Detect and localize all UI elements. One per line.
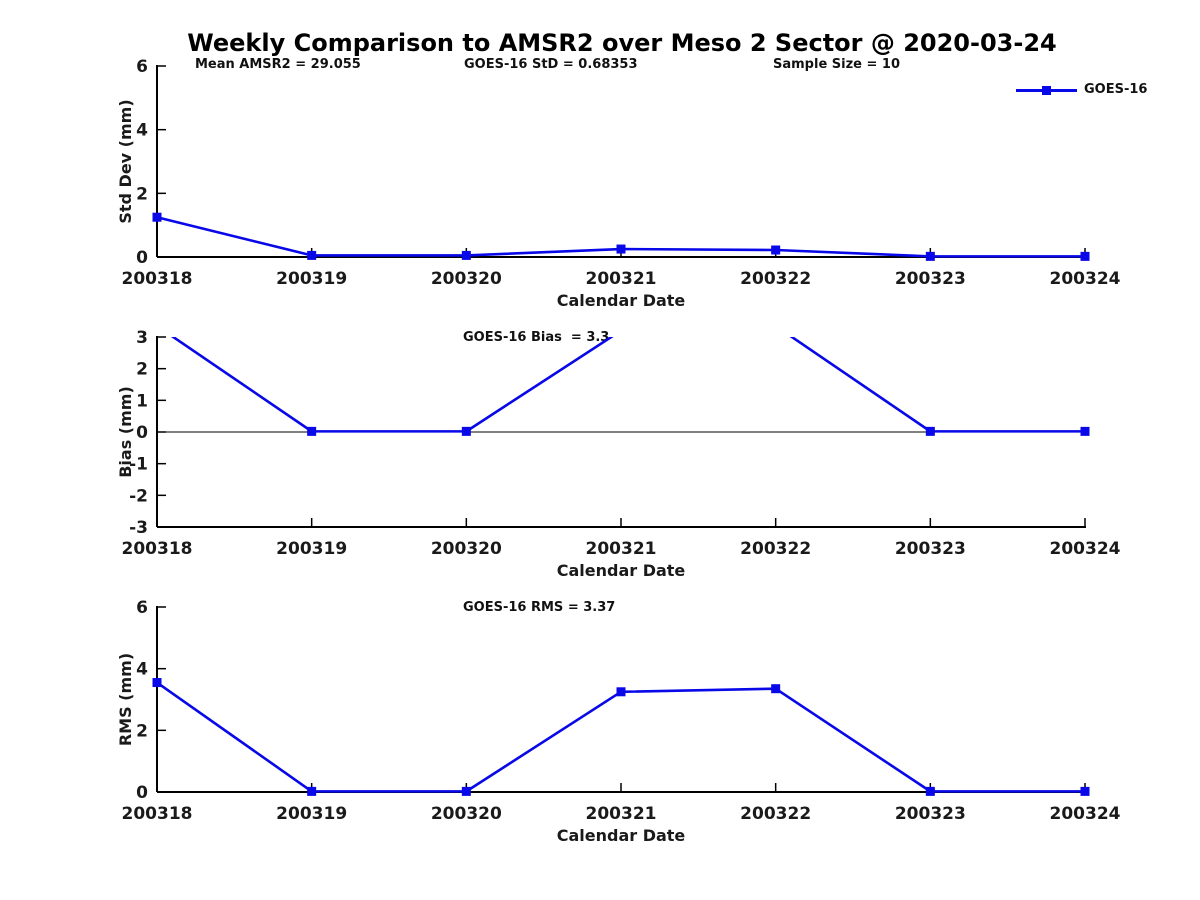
- x-tick-label: 200321: [586, 804, 657, 824]
- x-tick-label: 200319: [276, 804, 347, 824]
- subplot-std-dev: 0 2 4 6 200318 200319 200320 200321 200322 200323…: [116, 57, 1121, 310]
- x-tick-label: 200323: [895, 804, 966, 824]
- data-point-marker: [152, 678, 162, 688]
- stat-sample-size: Sample Size = 10: [773, 57, 901, 72]
- data-point-marker: [1080, 426, 1090, 436]
- data-point-marker: [616, 244, 626, 254]
- y-tick-label: 0: [136, 248, 148, 268]
- y-tick-label: 2: [136, 360, 148, 380]
- y-tick-label: 6: [136, 57, 148, 77]
- data-point-marker: [461, 250, 471, 260]
- x-tick-label: 200320: [431, 804, 502, 824]
- y-tick-label: -3: [129, 518, 148, 538]
- stat-goes16-std: GOES-16 StD = 0.68353: [464, 57, 638, 72]
- data-point-marker: [1080, 786, 1090, 796]
- x-tick-label: 200319: [276, 269, 347, 289]
- y-tick-label: -2: [129, 486, 148, 506]
- data-point-marker: [1080, 251, 1090, 261]
- data-point-marker: [617, 326, 626, 335]
- x-tick-label: 200320: [431, 539, 502, 559]
- data-point-marker: [461, 786, 471, 796]
- data-point-marker: [925, 251, 935, 261]
- y-tick-label: 6: [136, 598, 148, 618]
- data-markers: [152, 212, 1090, 261]
- y-tick-label: 0: [136, 783, 148, 803]
- x-tick-label: 200322: [740, 539, 811, 559]
- y-tick-label: 2: [136, 184, 148, 204]
- x-tick-label: 200324: [1050, 269, 1121, 289]
- x-tick-label: 200318: [122, 804, 193, 824]
- data-point-marker: [307, 786, 317, 796]
- x-tick-label: 200323: [895, 269, 966, 289]
- data-point-marker: [771, 245, 781, 255]
- x-tick-label: 200322: [740, 804, 811, 824]
- data-point-marker: [771, 321, 780, 330]
- x-tick-label: 200321: [586, 269, 657, 289]
- data-point-marker: [307, 426, 317, 436]
- y-tick-label: 1: [136, 391, 148, 411]
- subplot-rms: 0 2 4 6 200318 200319 200320 200321 200322 200323…: [116, 598, 1121, 845]
- y-tick-label: 3: [136, 328, 148, 348]
- stat-mean-amsr2: Mean AMSR2 = 29.055: [195, 57, 361, 72]
- subplot-bias: -3 -2 -1 0 1 2 3 200318 200319 200320 200321 200322…: [116, 321, 1121, 580]
- y-axis-label: Std Dev (mm): [116, 99, 135, 223]
- data-point-marker: [771, 684, 781, 694]
- data-point-marker: [153, 321, 162, 330]
- data-line: [156, 681, 1085, 793]
- data-point-marker: [461, 426, 471, 436]
- y-tick-label: 4: [136, 660, 148, 680]
- x-tick-label: 200322: [740, 269, 811, 289]
- y-axis-label: Bias (mm): [116, 386, 135, 478]
- x-tick-label: 200324: [1050, 804, 1121, 824]
- data-point-marker: [925, 426, 935, 436]
- data-point-marker: [925, 786, 935, 796]
- x-tick-label: 200323: [895, 539, 966, 559]
- data-markers: [153, 321, 1090, 436]
- x-tick-label: 200321: [586, 539, 657, 559]
- y-tick-label: -1: [129, 455, 148, 475]
- data-point-marker: [152, 212, 162, 222]
- legend-square-marker-icon: [1042, 86, 1051, 95]
- x-tick-label: 200319: [276, 539, 347, 559]
- data-point-marker: [616, 687, 626, 697]
- legend: GOES-16: [1016, 80, 1186, 100]
- x-axis-label: Calendar Date: [557, 826, 686, 845]
- subplot-annotation: GOES-16 RMS = 3.37: [463, 600, 615, 615]
- y-tick-label: 0: [136, 423, 148, 443]
- data-markers: [152, 678, 1090, 796]
- data-line: [170, 337, 1085, 433]
- x-tick-label: 200320: [431, 269, 502, 289]
- x-tick-label: 200318: [122, 269, 193, 289]
- data-point-marker: [307, 250, 317, 260]
- y-axis-label: RMS (mm): [116, 653, 135, 746]
- x-tick-label: 200324: [1050, 539, 1121, 559]
- subplot-annotation: GOES-16 Bias = 3.3: [463, 330, 609, 345]
- x-axis-label: Calendar Date: [557, 291, 686, 310]
- x-axis-label: Calendar Date: [557, 561, 686, 580]
- page-title: Weekly Comparison to AMSR2 over Meso 2 S…: [187, 29, 1057, 57]
- y-tick-label: 2: [136, 721, 148, 741]
- legend-label: GOES-16: [1084, 82, 1148, 97]
- x-tick-label: 200318: [122, 539, 193, 559]
- y-tick-label: 4: [136, 121, 148, 141]
